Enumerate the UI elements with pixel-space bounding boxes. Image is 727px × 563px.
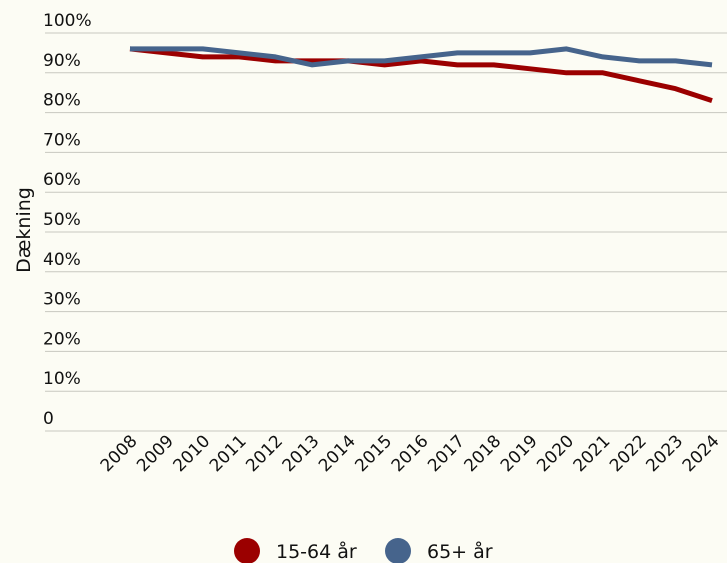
legend-swatch <box>385 538 411 563</box>
y-tick-label: 100% <box>43 11 92 31</box>
y-tick-label: 80% <box>43 91 81 111</box>
legend-label: 65+ år <box>427 540 493 563</box>
y-tick-label: 30% <box>43 290 81 310</box>
x-tick-label: 2011 <box>206 431 251 476</box>
x-tick-label: 2015 <box>351 431 396 476</box>
y-tick-label: 20% <box>43 329 81 349</box>
y-tick-label: 70% <box>43 130 81 150</box>
x-tick-label: 2012 <box>242 431 287 476</box>
x-tick-label: 2014 <box>315 431 360 476</box>
x-tick-label: 2024 <box>679 431 724 476</box>
x-tick-label: 2017 <box>424 431 469 476</box>
y-tick-label: 50% <box>43 210 81 230</box>
x-tick-label: 2008 <box>97 431 142 476</box>
legend-swatch <box>234 538 260 563</box>
x-tick-label: 2010 <box>170 431 215 476</box>
y-tick-label: 40% <box>43 250 81 270</box>
x-tick-label: 2016 <box>388 431 433 476</box>
x-tick-label: 2009 <box>133 431 178 476</box>
x-tick-label: 2018 <box>461 431 506 476</box>
y-axis-label: Dækning <box>13 187 35 273</box>
y-tick-label: 10% <box>43 369 81 389</box>
x-tick-label: 2022 <box>606 431 651 476</box>
x-tick-label: 2023 <box>642 431 687 476</box>
line <box>130 46 713 68</box>
legend-label: 15-64 år <box>276 540 357 563</box>
x-tick-label: 2020 <box>533 431 578 476</box>
line <box>129 46 713 104</box>
y-tick-label: 0 <box>43 409 54 429</box>
x-tick-label: 2021 <box>570 431 615 476</box>
x-tick-label: 2013 <box>279 431 324 476</box>
y-tick-label: 60% <box>43 170 81 190</box>
legend-item: 15-64 år <box>234 538 357 563</box>
x-tick-label: 2019 <box>497 431 542 476</box>
legend-item: 65+ år <box>385 538 493 563</box>
y-tick-label: 90% <box>43 51 81 71</box>
